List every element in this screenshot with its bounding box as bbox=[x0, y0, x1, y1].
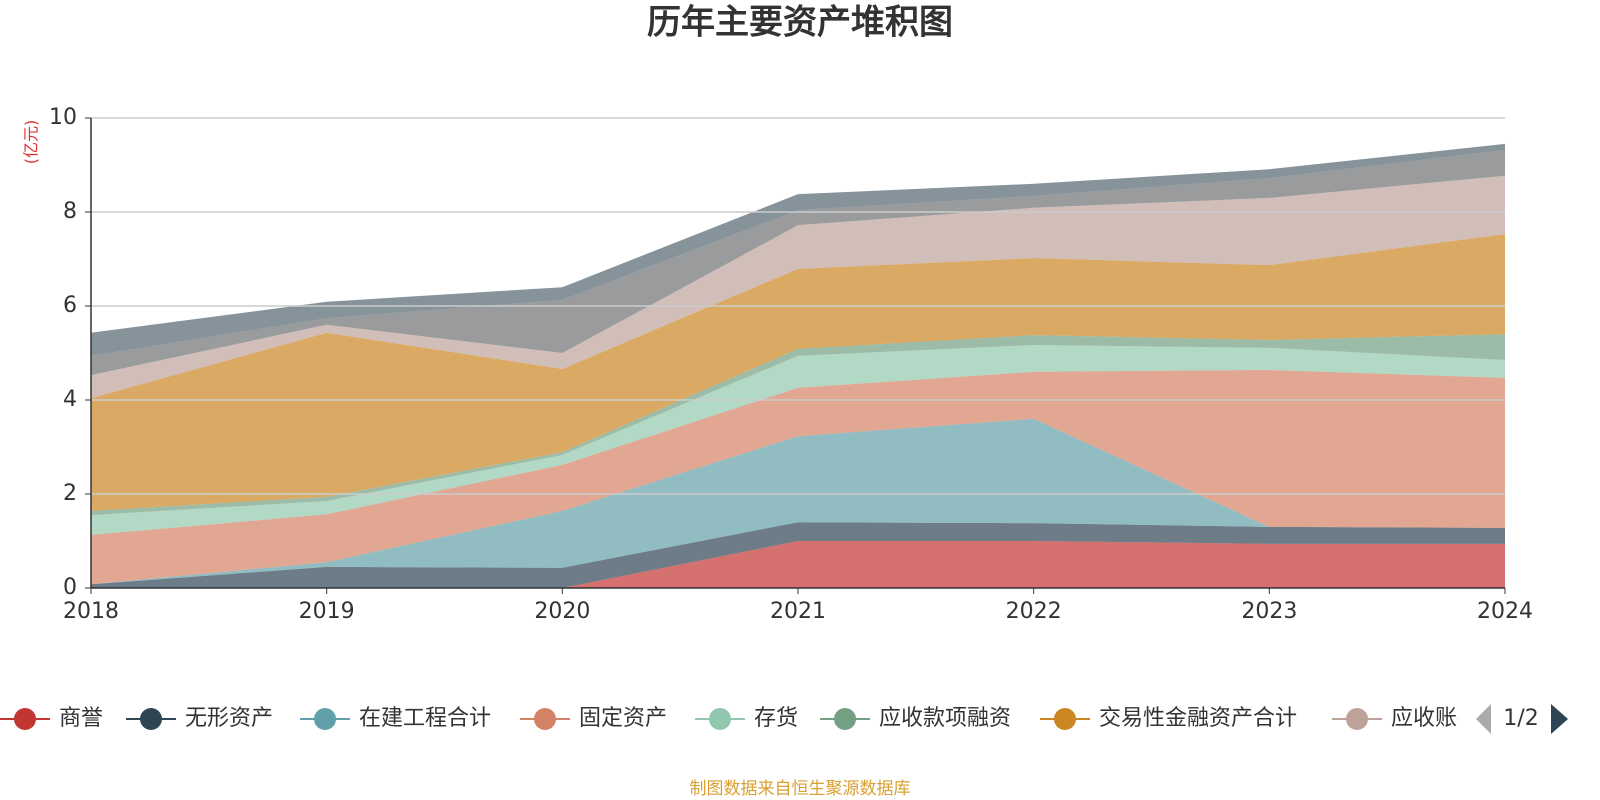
legend-marker bbox=[834, 708, 856, 730]
legend-marker bbox=[1054, 708, 1076, 730]
y-unit: (亿元) bbox=[22, 120, 41, 165]
y-tick-label: 10 bbox=[49, 105, 77, 130]
area bbox=[91, 369, 1505, 585]
x-tick-label: 2020 bbox=[534, 599, 590, 624]
legend: 商誉 无形资产 在建工程合计 固定资产 存货 应收款项融资 交易性金融资产合计 应收账款 bbox=[0, 706, 1479, 731]
legend-label: 交易性金融资产合计 bbox=[1099, 706, 1297, 731]
legend-label: 商誉 bbox=[59, 706, 103, 731]
x-tick-label: 2023 bbox=[1241, 599, 1297, 624]
legend-label: 在建工程合计 bbox=[359, 706, 491, 731]
y-tick-label: 4 bbox=[63, 387, 77, 412]
x-tick-label: 2018 bbox=[63, 599, 119, 624]
legend-marker bbox=[534, 708, 556, 730]
axes: 0 2 4 6 8 10 2018 2019 2020 2021 2022 2023 2024 bbox=[49, 105, 1533, 624]
chart-title: 历年主要资产堆积图 bbox=[647, 3, 953, 43]
legend-label: 应收账款 bbox=[1391, 706, 1479, 731]
legend-marker bbox=[14, 708, 36, 730]
legend-label: 无形资产 bbox=[185, 706, 273, 731]
plot-area bbox=[91, 143, 1505, 588]
legend-label: 固定资产 bbox=[579, 706, 667, 731]
legend-marker bbox=[1346, 708, 1368, 730]
area bbox=[91, 234, 1505, 511]
legend-marker bbox=[140, 708, 162, 730]
y-tick-label: 6 bbox=[63, 293, 77, 318]
legend-next[interactable] bbox=[1551, 704, 1568, 734]
area bbox=[91, 149, 1505, 376]
legend-prev[interactable] bbox=[1476, 704, 1491, 734]
area bbox=[91, 418, 1505, 585]
x-tick-label: 2019 bbox=[299, 599, 355, 624]
area bbox=[91, 143, 1505, 356]
x-tick-label: 2022 bbox=[1006, 599, 1062, 624]
area bbox=[91, 334, 1505, 516]
legend-label: 应收款项融资 bbox=[879, 706, 1011, 731]
area bbox=[91, 541, 1505, 588]
y-tick-label: 0 bbox=[63, 575, 77, 600]
x-tick-label: 2024 bbox=[1477, 599, 1533, 624]
x-tick-label: 2021 bbox=[770, 599, 826, 624]
legend-label: 存货 bbox=[754, 706, 798, 731]
legend-marker bbox=[314, 708, 336, 730]
source-note: 制图数据来自恒生聚源数据库 bbox=[690, 779, 911, 799]
legend-marker bbox=[709, 708, 731, 730]
y-tick-label: 2 bbox=[63, 481, 77, 506]
area bbox=[91, 175, 1505, 399]
legend-page: 1/2 bbox=[1503, 706, 1538, 731]
area bbox=[91, 522, 1505, 588]
y-tick-label: 8 bbox=[63, 199, 77, 224]
area bbox=[91, 345, 1505, 535]
